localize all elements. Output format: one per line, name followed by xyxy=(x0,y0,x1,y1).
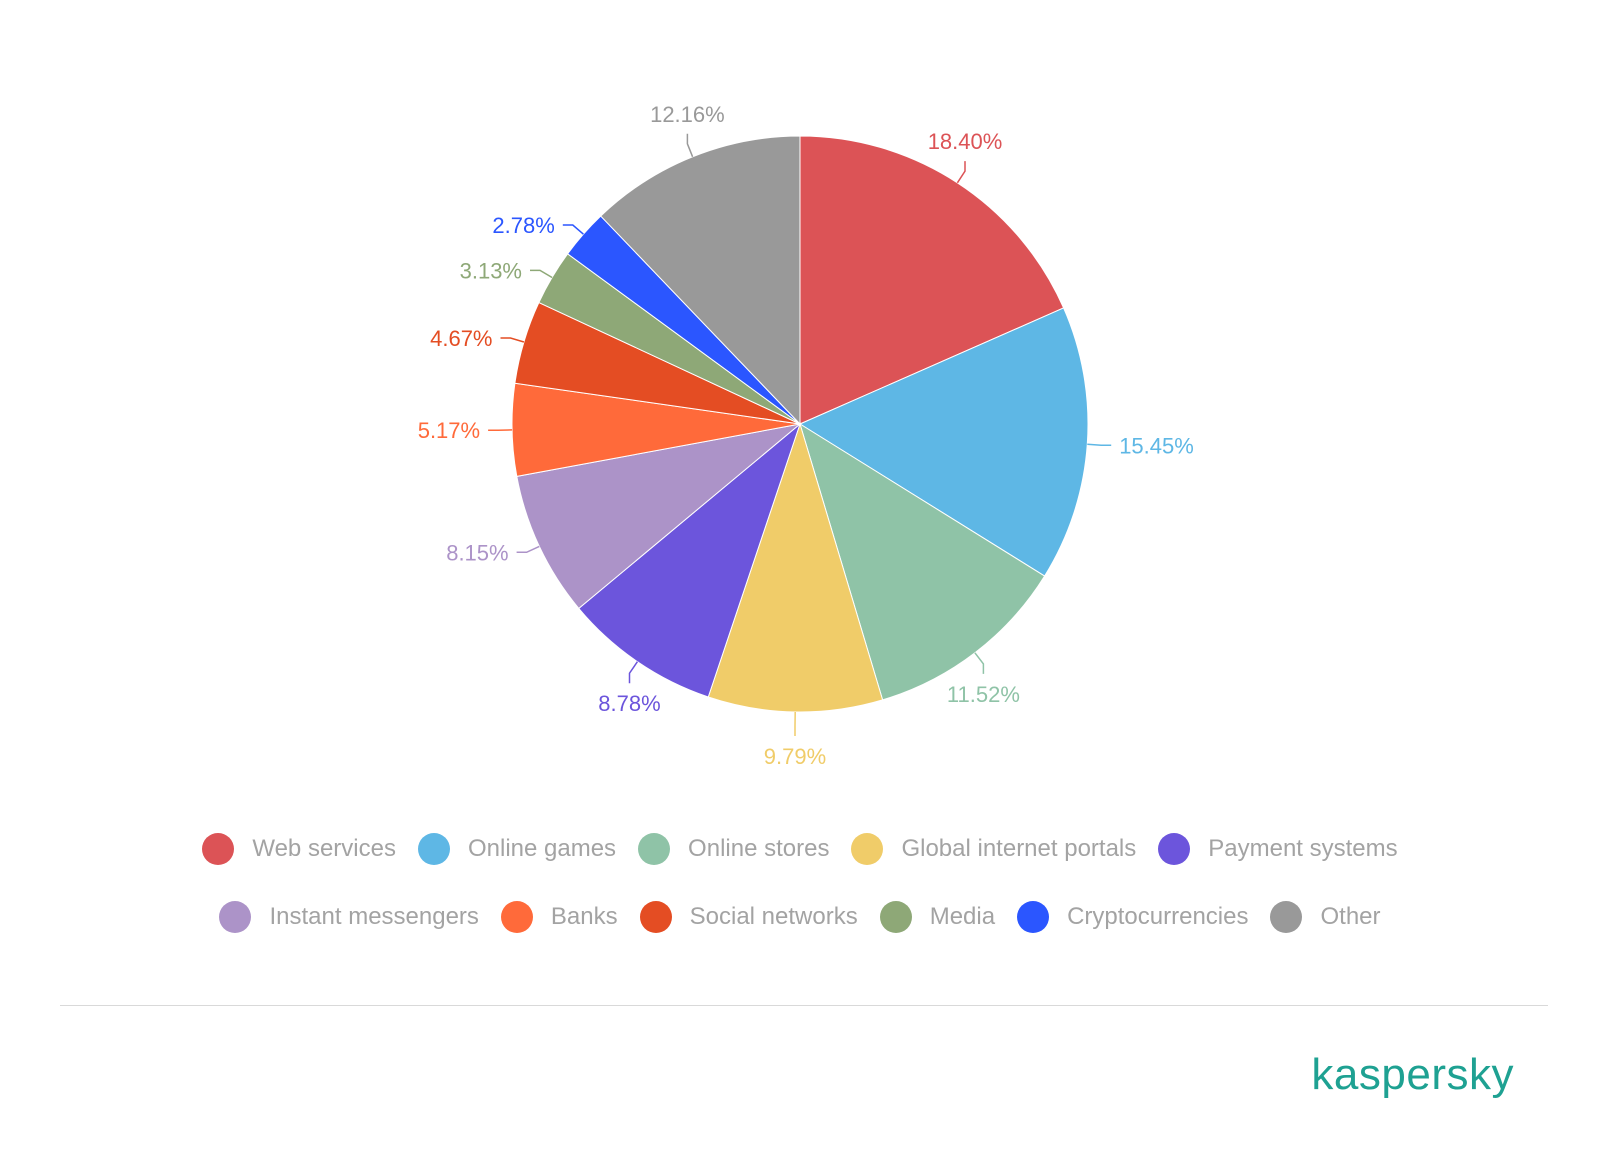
slice-instant-messengers xyxy=(516,423,802,610)
label-banks: 5.17% xyxy=(418,418,480,443)
slice-online-games xyxy=(798,307,1089,577)
legend-item-payment-systems: Payment systems xyxy=(1158,832,1398,866)
leader-web-services xyxy=(956,161,966,184)
slice-online-stores xyxy=(799,422,1046,701)
legend-swatch-cryptocurrencies xyxy=(1017,901,1050,933)
legend-label-global-internet-portals: Global internet portals xyxy=(901,835,1137,862)
legend-item-web-services: Web services xyxy=(202,832,396,866)
legend-swatch-online-games xyxy=(417,833,450,865)
label-media: 3.13% xyxy=(460,258,522,283)
legend-label-online-games: Online games xyxy=(467,835,617,862)
legend-item-online-stores: Online stores xyxy=(638,832,829,866)
pie-chart: 18.40% 15.45% 11.52% 9.79% 8.78% 8.15% 5.17% 4.… xyxy=(418,102,1194,769)
legend-swatch-banks xyxy=(500,901,533,933)
legend-swatch-instant-messengers xyxy=(219,901,252,933)
legend-item-other: Other xyxy=(1270,900,1381,934)
legend-label-online-stores: Online stores xyxy=(688,835,830,862)
legend-swatch-other xyxy=(1270,901,1303,933)
slice-labels: 18.40% 15.45% 11.52% 9.79% 8.78% 8.15% 5.17% 4.… xyxy=(418,102,1194,769)
legend-label-payment-systems: Payment systems xyxy=(1208,835,1398,862)
label-instant-messengers: 8.15% xyxy=(446,540,508,565)
label-payment-systems: 8.78% xyxy=(598,691,660,716)
leader-social-networks xyxy=(500,337,525,343)
leader-instant-messengers xyxy=(516,545,540,554)
label-other: 12.16% xyxy=(650,102,725,127)
leader-online-games xyxy=(1087,443,1112,447)
label-online-games: 15.45% xyxy=(1119,433,1194,458)
legend-swatch-online-stores xyxy=(638,833,671,865)
legend-label-cryptocurrencies: Cryptocurrencies xyxy=(1067,903,1249,930)
leader-cryptocurrencies xyxy=(562,224,584,235)
legend-label-media: Media xyxy=(929,903,996,930)
legend-swatch-social-networks xyxy=(639,901,672,933)
slice-global-internet-portals xyxy=(707,422,884,713)
leader-payment-systems xyxy=(628,661,639,684)
legend-swatch-media xyxy=(879,901,912,933)
pie-slices xyxy=(511,135,1089,713)
legend-label-other: Other xyxy=(1320,903,1381,930)
legend-item-instant-messengers: Instant messengers xyxy=(219,900,479,934)
legend-swatch-web-services xyxy=(202,833,235,865)
legend-label-web-services: Web services xyxy=(252,835,396,862)
legend-swatch-payment-systems xyxy=(1158,833,1191,865)
legend-item-online-games: Online games xyxy=(417,832,617,866)
legend-item-global-internet-portals: Global internet portals xyxy=(851,832,1136,866)
leader-lines xyxy=(488,133,1112,736)
legend-label-banks: Banks xyxy=(550,903,618,930)
legend-item-cryptocurrencies: Cryptocurrencies xyxy=(1017,900,1248,934)
legend-row-2: Instant messengers Banks Social networks Me… xyxy=(0,900,1600,934)
label-web-services: 18.40% xyxy=(928,129,1003,154)
footer-divider xyxy=(60,1005,1548,1006)
legend-item-social-networks: Social networks xyxy=(639,900,858,934)
leader-media xyxy=(530,269,553,279)
legend-label-social-networks: Social networks xyxy=(689,903,858,930)
label-online-stores: 11.52% xyxy=(947,682,1020,707)
legend-item-media: Media xyxy=(879,900,996,934)
slice-web-services xyxy=(799,135,1065,425)
kaspersky-logo: kaspersky xyxy=(1311,1050,1514,1099)
label-social-networks: 4.67% xyxy=(430,326,492,351)
leader-other xyxy=(686,133,694,158)
legend-item-banks: Banks xyxy=(500,900,618,934)
leader-online-stores xyxy=(974,652,985,674)
legend-row-1: Web services Online games Online stores Glo… xyxy=(0,832,1600,866)
label-cryptocurrencies: 2.78% xyxy=(492,213,554,238)
label-global-internet-portals: 9.79% xyxy=(764,744,826,769)
legend-label-instant-messengers: Instant messengers xyxy=(269,903,479,930)
legend-swatch-global-internet-portals xyxy=(851,833,884,865)
